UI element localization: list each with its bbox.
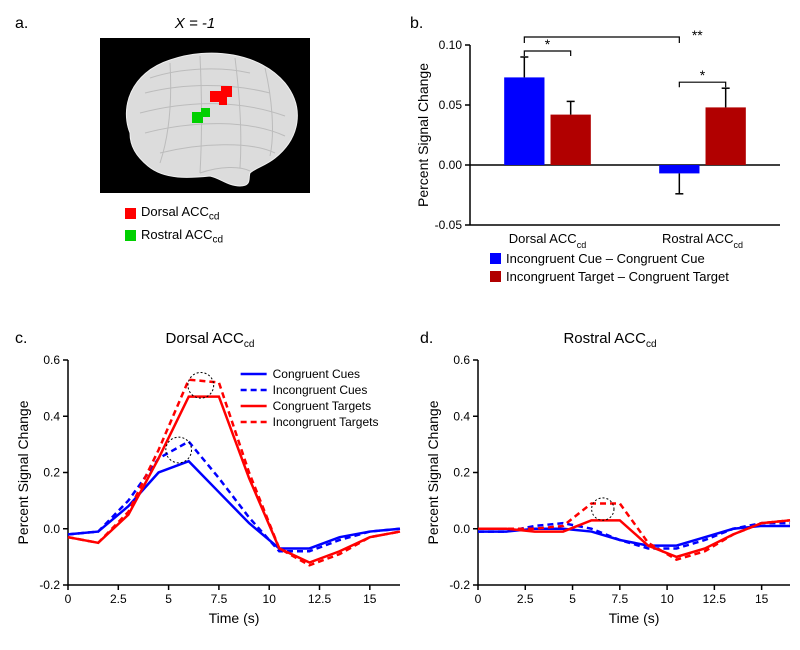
svg-text:0: 0 (475, 592, 482, 606)
svg-text:*: * (700, 67, 706, 83)
svg-text:2.5: 2.5 (517, 592, 534, 606)
svg-text:5: 5 (165, 592, 172, 606)
svg-text:0.6: 0.6 (43, 353, 60, 367)
svg-text:**: ** (692, 27, 703, 43)
legend-rostral-swatch (125, 230, 136, 241)
panel-a-legend: Dorsal ACCcd Rostral ACCcd (125, 200, 223, 245)
svg-text:12.5: 12.5 (308, 592, 332, 606)
panel-b-label: b. (410, 15, 423, 33)
brain-image (100, 38, 310, 193)
svg-text:0.10: 0.10 (439, 38, 463, 52)
svg-text:15: 15 (755, 592, 769, 606)
series-Congruent Cues (68, 461, 400, 548)
brain-outline (126, 53, 297, 186)
svg-text:-0.2: -0.2 (39, 578, 60, 592)
panel-a-title: X = -1 (90, 15, 300, 32)
panel-d: d. Rostral ACCcd -0.20.00.20.40.602.557.… (420, 330, 800, 630)
svg-text:Congruent Cues: Congruent Cues (273, 367, 360, 381)
svg-text:15: 15 (363, 592, 377, 606)
svg-text:Percent Signal Change: Percent Signal Change (415, 63, 431, 207)
line-chart-d: -0.2 0.0 0.2 0.4 0.6 0 2.5 5 7.5 10 12.5 15 Time (s)… (420, 345, 800, 635)
svg-text:7.5: 7.5 (211, 592, 228, 606)
svg-text:Incongruent Cue – Congruent Cu: Incongruent Cue – Congruent Cue (506, 251, 705, 266)
legend-dorsal-text: Dorsal ACCcd (141, 204, 219, 223)
legend-rostral-text: Rostral ACCcd (141, 227, 223, 246)
figure-root: a. X = -1 (10, 10, 790, 640)
svg-text:-0.2: -0.2 (449, 578, 470, 592)
bar (659, 165, 699, 173)
legend-dorsal: Dorsal ACCcd (125, 204, 223, 223)
svg-text:0.2: 0.2 (43, 466, 60, 480)
svg-text:7.5: 7.5 (611, 592, 628, 606)
svg-text:5: 5 (569, 592, 576, 606)
svg-text:0.00: 0.00 (439, 158, 463, 172)
svg-text:0.4: 0.4 (453, 409, 470, 423)
svg-text:Percent Signal Change: Percent Signal Change (15, 400, 31, 544)
svg-text:2.5: 2.5 (110, 592, 127, 606)
panel-a: a. X = -1 (10, 10, 380, 270)
svg-text:0.6: 0.6 (453, 353, 470, 367)
series-Congruent Cues (478, 526, 790, 546)
panel-b: b. -0.05 0.00 0.05 0.10 Percent Signal Chang… (410, 10, 790, 310)
svg-text:Rostral ACCcd: Rostral ACCcd (662, 231, 743, 250)
svg-text:Time (s): Time (s) (609, 610, 660, 626)
svg-text:0.2: 0.2 (453, 466, 470, 480)
legend-dorsal-swatch (125, 208, 136, 219)
svg-text:Dorsal ACCcd: Dorsal ACCcd (509, 231, 586, 250)
svg-text:0.05: 0.05 (439, 98, 463, 112)
svg-text:10: 10 (660, 592, 674, 606)
svg-text:0.0: 0.0 (453, 522, 470, 536)
bar (706, 107, 746, 165)
line-chart-c: -0.2 0.0 0.2 0.4 0.6 0 2.5 5 7.5 10 12.5 15 Time (s)… (10, 345, 410, 635)
svg-text:Incongruent Target – Congruent: Incongruent Target – Congruent Target (506, 269, 729, 284)
bar-chart-svg: -0.05 0.00 0.05 0.10 Percent Signal Change Do… (410, 10, 790, 310)
svg-text:Time (s): Time (s) (209, 610, 260, 626)
brain-svg (100, 38, 310, 193)
series-Incongruent Cues (478, 523, 790, 548)
svg-text:*: * (545, 36, 551, 52)
svg-text:-0.05: -0.05 (435, 218, 463, 232)
legend-rostral: Rostral ACCcd (125, 227, 223, 246)
bar (551, 115, 591, 165)
svg-text:Incongruent Targets: Incongruent Targets (273, 415, 379, 429)
svg-text:10: 10 (263, 592, 277, 606)
svg-text:0.0: 0.0 (43, 522, 60, 536)
svg-text:0: 0 (65, 592, 72, 606)
svg-text:0.4: 0.4 (43, 409, 60, 423)
bar (504, 77, 544, 165)
svg-text:Incongruent Cues: Incongruent Cues (273, 383, 368, 397)
svg-text:Percent Signal Change: Percent Signal Change (425, 400, 441, 544)
panel-a-label: a. (15, 15, 28, 33)
svg-text:12.5: 12.5 (703, 592, 727, 606)
svg-text:Congruent Targets: Congruent Targets (273, 399, 372, 413)
panel-c: c. Dorsal ACCcd -0.20.00.20.40.602.557.5… (10, 330, 410, 630)
